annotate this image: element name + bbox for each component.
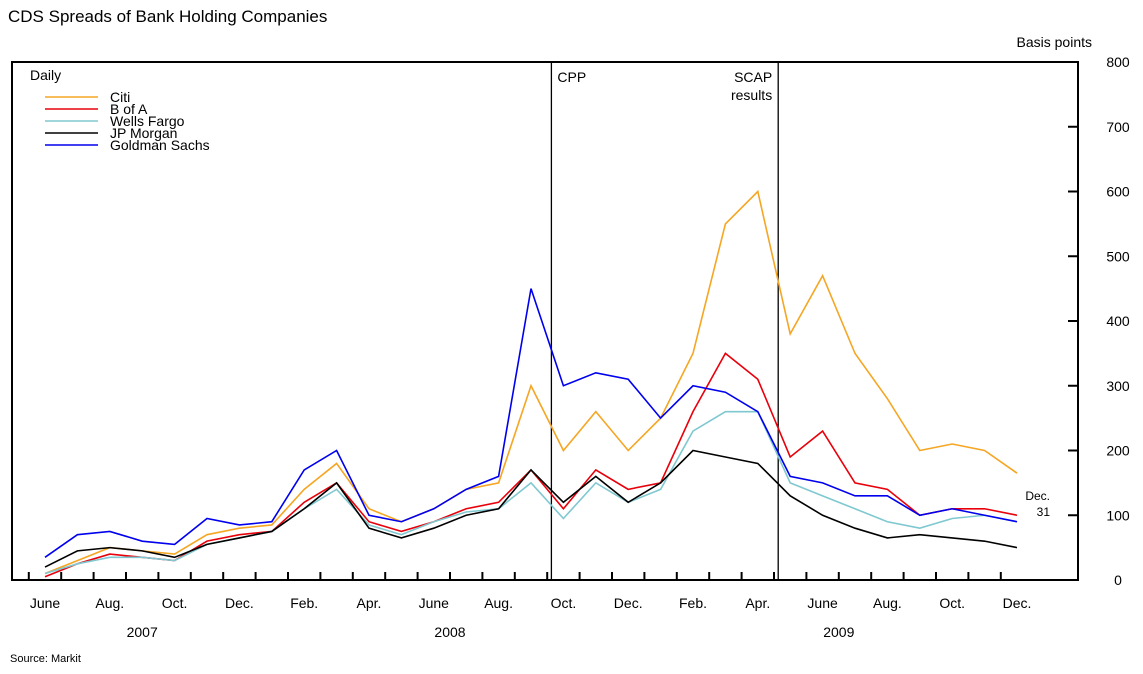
legend-label: JP Morgan <box>110 125 177 141</box>
x-tick-label: Oct. <box>551 595 577 611</box>
series-line <box>44 288 1018 558</box>
x-tick-label: Dec. <box>225 595 254 611</box>
legend-label: Wells Fargo <box>110 113 185 129</box>
event-label: SCAP results <box>731 69 772 103</box>
y-axis-label: Basis points <box>1017 34 1092 50</box>
series-line <box>44 189 1018 575</box>
series-line <box>44 410 1018 575</box>
x-tick-label: Aug. <box>484 595 513 611</box>
x-tick-label: Feb. <box>290 595 318 611</box>
y-tick-label: 400 <box>1106 313 1130 329</box>
x-tick-label: June <box>30 595 61 611</box>
x-tick-label: Apr. <box>357 595 382 611</box>
legend-label: B of A <box>110 101 148 117</box>
year-label: 2009 <box>823 624 854 640</box>
x-tick-label: Aug. <box>873 595 902 611</box>
x-tick-label: Oct. <box>162 595 188 611</box>
legend-title: Daily <box>30 67 61 83</box>
y-tick-label: 100 <box>1106 507 1130 523</box>
year-label: 2007 <box>127 624 158 640</box>
y-tick-label: 800 <box>1106 54 1130 70</box>
series-line <box>44 449 1018 568</box>
x-tick-label: Aug. <box>95 595 124 611</box>
x-tick-label: Dec. <box>614 595 643 611</box>
y-tick-label: 300 <box>1106 378 1130 394</box>
x-tick-label: June <box>419 595 450 611</box>
legend-label: Goldman Sachs <box>110 137 210 153</box>
y-tick-label: 700 <box>1106 119 1130 135</box>
chart-title: CDS Spreads of Bank Holding Companies <box>8 7 327 26</box>
x-tick-label: Dec. <box>1003 595 1032 611</box>
y-tick-label: 600 <box>1106 184 1130 200</box>
end-annotation: Dec. 31 <box>1025 489 1050 519</box>
x-tick-label: Feb. <box>679 595 707 611</box>
y-tick-label: 0 <box>1114 572 1122 588</box>
x-tick-label: Apr. <box>745 595 770 611</box>
x-tick-label: Oct. <box>939 595 965 611</box>
source: Source: Markit <box>10 653 81 665</box>
y-tick-label: 200 <box>1106 443 1130 459</box>
year-label: 2008 <box>434 624 465 640</box>
legend-label: Citi <box>110 89 130 105</box>
x-tick-label: June <box>807 595 838 611</box>
event-label: CPP <box>557 69 586 85</box>
y-tick-label: 500 <box>1106 248 1130 264</box>
